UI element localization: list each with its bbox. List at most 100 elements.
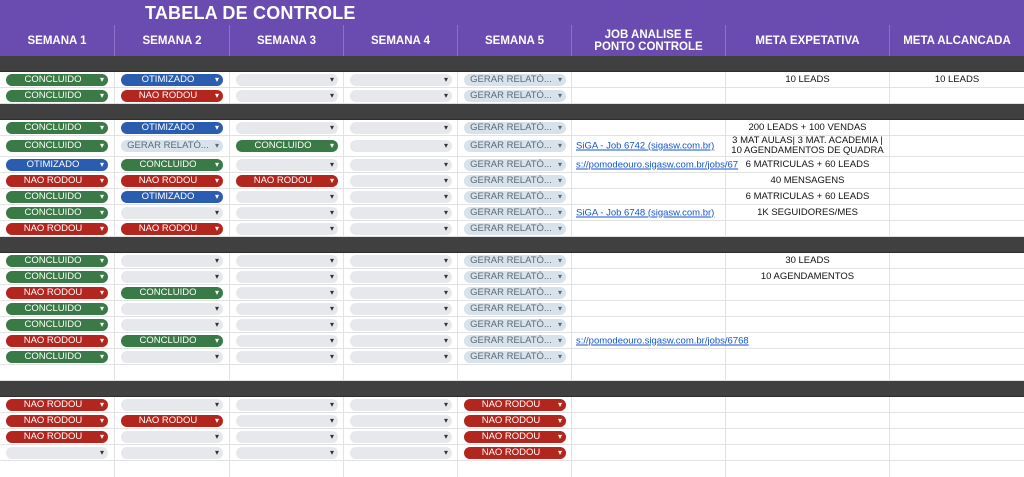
status-dropdown[interactable]: ▾ — [6, 446, 108, 459]
semana-2-cell[interactable]: CONCLUIDO ▾ — [115, 285, 230, 300]
status-dropdown[interactable]: ▾ — [350, 350, 452, 363]
chevron-down-icon[interactable]: ▾ — [443, 122, 448, 132]
status-dropdown[interactable]: GERAR RELATÓ... ▾ — [464, 174, 566, 187]
status-dropdown[interactable]: CONCLUIDO ▾ — [6, 270, 108, 283]
status-dropdown[interactable]: ▾ — [121, 398, 223, 411]
semana-5-cell[interactable]: NAO RODOU ▾ — [458, 397, 572, 412]
semana-1-cell[interactable]: CONCLUIDO ▾ — [0, 88, 115, 103]
chevron-down-icon[interactable]: ▾ — [214, 399, 219, 409]
semana-3-cell[interactable]: ▾ — [230, 333, 344, 348]
meta-alcancada-cell[interactable] — [890, 189, 1024, 204]
header-semana-5[interactable]: SEMANA 5 — [458, 25, 572, 56]
status-dropdown[interactable]: ▾ — [236, 334, 338, 347]
chevron-down-icon[interactable]: ▾ — [329, 175, 334, 185]
job-cell[interactable] — [572, 189, 726, 204]
chevron-down-icon[interactable]: ▾ — [557, 415, 562, 425]
status-dropdown[interactable]: ▾ — [236, 398, 338, 411]
meta-expetativa-cell[interactable]: 1K SEGUIDORES/MES — [726, 205, 890, 220]
status-dropdown[interactable]: CONCLUIDO ▾ — [6, 190, 108, 203]
status-dropdown[interactable]: CONCLUIDO ▾ — [121, 158, 223, 171]
semana-3-cell[interactable]: CONCLUIDO ▾ — [230, 136, 344, 156]
chevron-down-icon[interactable]: ▾ — [99, 191, 104, 201]
semana-1-cell[interactable]: CONCLUIDO ▾ — [0, 269, 115, 284]
status-dropdown[interactable]: ▾ — [236, 286, 338, 299]
semana-2-cell[interactable]: ▾ — [115, 349, 230, 364]
semana-5-cell[interactable]: GERAR RELATÓ... ▾ — [458, 349, 572, 364]
meta-expetativa-cell[interactable]: 3 MAT AULAS| 3 MAT. ACADEMIA | 10 AGENDA… — [726, 136, 890, 156]
chevron-down-icon[interactable]: ▾ — [557, 90, 562, 100]
status-dropdown[interactable]: ▾ — [236, 350, 338, 363]
chevron-down-icon[interactable]: ▾ — [214, 207, 219, 217]
status-dropdown[interactable]: ▾ — [236, 270, 338, 283]
job-cell[interactable]: SiGA - Job 6748 (sigasw.com.br) — [572, 205, 726, 220]
semana-1-cell[interactable]: NAO RODOU ▾ — [0, 221, 115, 236]
semana-5-cell[interactable]: GERAR RELATÓ... ▾ — [458, 88, 572, 103]
status-dropdown[interactable]: CONCLUIDO ▾ — [6, 350, 108, 363]
chevron-down-icon[interactable]: ▾ — [99, 255, 104, 265]
chevron-down-icon[interactable]: ▾ — [214, 431, 219, 441]
semana-1-cell[interactable]: NAO RODOU ▾ — [0, 413, 115, 428]
header-semana-3[interactable]: SEMANA 3 — [230, 25, 344, 56]
semana-4-cell[interactable]: ▾ — [344, 397, 458, 412]
semana-4-cell[interactable]: ▾ — [344, 72, 458, 87]
status-dropdown[interactable]: CONCLUIDO ▾ — [6, 73, 108, 86]
semana-3-cell[interactable]: ▾ — [230, 253, 344, 268]
status-dropdown[interactable]: GERAR RELATÓ... ▾ — [464, 206, 566, 219]
chevron-down-icon[interactable]: ▾ — [557, 255, 562, 265]
meta-alcancada-cell[interactable] — [890, 285, 1024, 300]
chevron-down-icon[interactable]: ▾ — [214, 223, 219, 233]
job-cell[interactable] — [572, 221, 726, 236]
chevron-down-icon[interactable]: ▾ — [329, 223, 334, 233]
status-dropdown[interactable]: ▾ — [350, 140, 452, 152]
status-dropdown[interactable]: ▾ — [350, 270, 452, 283]
chevron-down-icon[interactable]: ▾ — [99, 223, 104, 233]
meta-alcancada-cell[interactable] — [890, 157, 1024, 172]
chevron-down-icon[interactable]: ▾ — [99, 287, 104, 297]
status-dropdown[interactable]: ▾ — [236, 158, 338, 171]
job-cell[interactable] — [572, 88, 726, 103]
chevron-down-icon[interactable]: ▾ — [557, 122, 562, 132]
semana-1-cell[interactable]: CONCLUIDO ▾ — [0, 317, 115, 332]
meta-expetativa-cell[interactable]: 30 LEADS — [726, 253, 890, 268]
meta-expetativa-cell[interactable]: 6 MATRICULAS + 60 LEADS — [726, 189, 890, 204]
chevron-down-icon[interactable]: ▾ — [443, 351, 448, 361]
chevron-down-icon[interactable]: ▾ — [557, 74, 562, 84]
semana-2-cell[interactable]: ▾ — [115, 205, 230, 220]
chevron-down-icon[interactable]: ▾ — [99, 415, 104, 425]
chevron-down-icon[interactable]: ▾ — [99, 122, 104, 132]
chevron-down-icon[interactable]: ▾ — [443, 319, 448, 329]
chevron-down-icon[interactable]: ▾ — [99, 175, 104, 185]
meta-expetativa-cell[interactable] — [726, 333, 890, 348]
job-cell[interactable] — [572, 445, 726, 460]
status-dropdown[interactable]: OTIMIZADO ▾ — [6, 158, 108, 171]
meta-alcancada-cell[interactable] — [890, 253, 1024, 268]
semana-1-cell[interactable]: OTIMIZADO ▾ — [0, 157, 115, 172]
semana-3-cell[interactable]: ▾ — [230, 88, 344, 103]
status-dropdown[interactable]: ▾ — [236, 318, 338, 331]
semana-3-cell[interactable]: ▾ — [230, 445, 344, 460]
semana-3-cell[interactable]: ▾ — [230, 120, 344, 135]
status-dropdown[interactable]: CONCLUIDO ▾ — [236, 140, 338, 152]
chevron-down-icon[interactable]: ▾ — [329, 351, 334, 361]
header-job-analise[interactable]: JOB ANALISE E PONTO CONTROLE — [572, 25, 726, 56]
semana-5-cell[interactable]: GERAR RELATÓ... ▾ — [458, 285, 572, 300]
semana-4-cell[interactable]: ▾ — [344, 205, 458, 220]
chevron-down-icon[interactable]: ▾ — [557, 351, 562, 361]
semana-4-cell[interactable]: ▾ — [344, 301, 458, 316]
semana-1-cell[interactable]: CONCLUIDO ▾ — [0, 72, 115, 87]
job-link[interactable]: SiGA - Job 6742 (sigasw.com.br) — [576, 140, 715, 152]
semana-5-cell[interactable]: GERAR RELATÓ... ▾ — [458, 157, 572, 172]
status-dropdown[interactable]: GERAR RELATÓ... ▾ — [464, 121, 566, 134]
status-dropdown[interactable]: ▾ — [236, 302, 338, 315]
semana-4-cell[interactable]: ▾ — [344, 445, 458, 460]
chevron-down-icon[interactable]: ▾ — [214, 159, 219, 169]
chevron-down-icon[interactable]: ▾ — [443, 141, 448, 150]
status-dropdown[interactable]: ▾ — [236, 206, 338, 219]
semana-1-cell[interactable] — [0, 365, 115, 380]
status-dropdown[interactable]: NAO RODOU ▾ — [6, 414, 108, 427]
status-dropdown[interactable]: ▾ — [350, 302, 452, 315]
status-dropdown[interactable]: ▾ — [350, 446, 452, 459]
semana-5-cell[interactable]: GERAR RELATÓ... ▾ — [458, 269, 572, 284]
chevron-down-icon[interactable]: ▾ — [443, 303, 448, 313]
status-dropdown[interactable]: GERAR RELATÓ... ▾ — [464, 73, 566, 86]
